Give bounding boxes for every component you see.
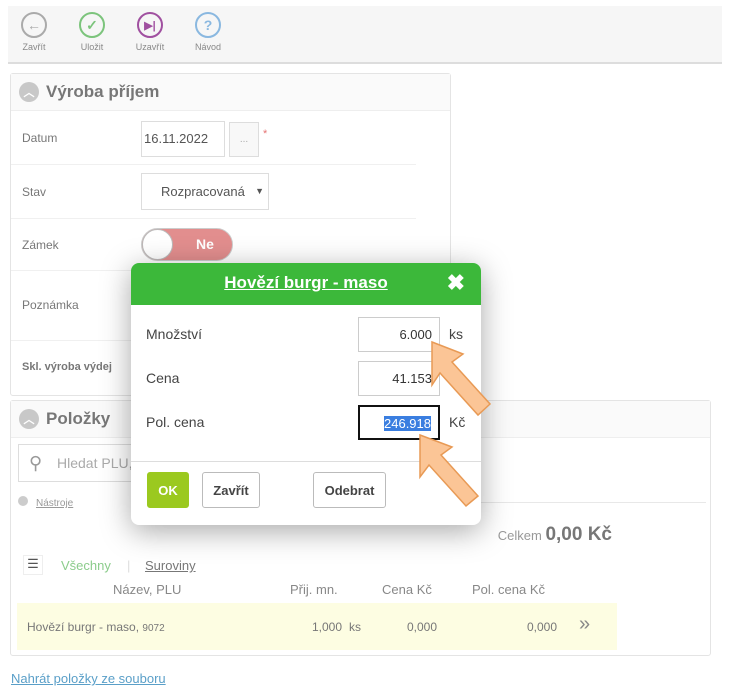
column-price[interactable]: Cena Kč (382, 582, 432, 597)
total-label: Celkem (497, 528, 542, 543)
arrow-icon (431, 340, 492, 417)
status-select[interactable]: Rozpracovaná ▼ (141, 173, 269, 210)
chevron-double-right-icon[interactable]: » (579, 613, 591, 635)
total-value: 0,00 Kč (545, 524, 612, 545)
chevron-down-icon: ▼ (255, 186, 264, 196)
quantity-unit: ks (449, 326, 463, 342)
annotation-arrows (419, 340, 492, 508)
save-toolbar-button[interactable]: ✓ Uložit (72, 12, 112, 52)
lock-toggle[interactable]: Ne (141, 228, 233, 261)
column-qty[interactable]: Přij. mn. (290, 582, 338, 597)
selected-text: 246.918 (384, 416, 431, 431)
skip-forward-icon: ▶| (137, 12, 163, 38)
finish-toolbar-button[interactable]: ▶| Uzavřít (130, 12, 170, 52)
status-row: Stav Rozpracovaná ▼ (11, 165, 416, 219)
chevron-up-icon (18, 496, 28, 506)
panel-header[interactable]: ︿ Výroba příjem (11, 74, 450, 111)
ok-button[interactable]: OK (147, 472, 189, 508)
toolbar: ← Zavřít ✓ Uložit ▶| Uzavřít ? Návod (8, 6, 722, 64)
lock-label: Zámek (22, 238, 59, 252)
status-value: Rozpracovaná (161, 184, 245, 199)
panel-title: Položky (46, 409, 111, 428)
price-input[interactable]: 41.153 (358, 361, 440, 396)
toolbar-label: Návod (194, 42, 221, 52)
item-price: 0,000 (407, 620, 438, 634)
modal-header: Hovězí burgr - maso ✖ (131, 263, 481, 305)
date-row: Datum 16.11.2022 ... * (11, 112, 416, 165)
table-row[interactable]: Hovězí burgr - maso, 9072 1,000 ks 0,000… (17, 603, 617, 650)
help-toolbar-button[interactable]: ? Návod (188, 12, 228, 52)
warehouse-row: Skl. výroba výdej (11, 341, 416, 395)
search-icon: ⚲ (29, 453, 43, 473)
total-price-input[interactable]: 246.918 (358, 405, 440, 440)
lock-value: Ne (196, 236, 214, 252)
date-picker-button[interactable]: ... (229, 122, 259, 157)
check-icon: ✓ (79, 12, 105, 38)
toolbar-label: Zavřít (22, 42, 46, 52)
question-icon: ? (195, 12, 221, 38)
toolbar-label: Uložit (80, 42, 104, 52)
column-total[interactable]: Pol. cena Kč (472, 582, 545, 597)
toolbar-label: Uzavřít (135, 42, 165, 52)
toggle-knob (142, 229, 173, 260)
close-icon[interactable]: ✖ (446, 270, 465, 295)
search-placeholder: Hledat PLU, (57, 455, 133, 471)
chevron-up-icon: ︿ (19, 82, 39, 102)
date-label: Datum (22, 131, 58, 145)
price-label: Cena (146, 370, 180, 386)
filter-separator: | (127, 558, 131, 573)
sort-icon[interactable]: ☰ (23, 555, 43, 575)
arrow-left-icon: ← (21, 12, 47, 38)
filter-raw-materials[interactable]: Suroviny (145, 558, 196, 573)
close-toolbar-button[interactable]: ← Zavřít (14, 12, 54, 52)
total: Celkem 0,00 Kč (498, 524, 612, 546)
divider (131, 461, 481, 462)
item-edit-modal: Hovězí burgr - maso ✖ Množství 6.000 ks C… (131, 263, 481, 525)
filter-all[interactable]: Všechny (61, 558, 111, 573)
total-price-unit: Kč (449, 414, 466, 430)
item-total: 0,000 (527, 620, 558, 634)
quantity-input[interactable]: 6.000 (358, 317, 440, 352)
status-label: Stav (22, 185, 47, 199)
upload-items-link[interactable]: Nahrát položky ze souboru (11, 671, 166, 686)
total-price-label: Pol. cena (146, 414, 205, 430)
tools-label: Nástroje (36, 498, 74, 509)
date-input[interactable]: 16.11.2022 (141, 121, 225, 157)
column-name[interactable]: Název, PLU (113, 582, 182, 597)
item-name: Hovězí burgr - maso, 9072 (27, 620, 165, 634)
remove-button[interactable]: Odebrat (313, 472, 386, 508)
lock-row: Zámek Ne (11, 219, 416, 271)
item-qty: 1,000 (312, 620, 343, 634)
modal-title[interactable]: Hovězí burgr - maso (224, 273, 388, 292)
arrow-icon (419, 433, 480, 508)
warehouse-label: Skl. výroba výdej (22, 361, 112, 373)
quantity-label: Množství (146, 326, 203, 342)
chevron-up-icon: ︿ (19, 409, 39, 429)
tools-toggle[interactable]: Nástroje (18, 496, 73, 509)
close-button[interactable]: Zavřít (202, 472, 260, 508)
note-label: Poznámka (22, 298, 79, 312)
required-mark: * (263, 128, 268, 140)
item-unit: ks (349, 620, 361, 634)
panel-title: Výroba příjem (46, 82, 160, 101)
